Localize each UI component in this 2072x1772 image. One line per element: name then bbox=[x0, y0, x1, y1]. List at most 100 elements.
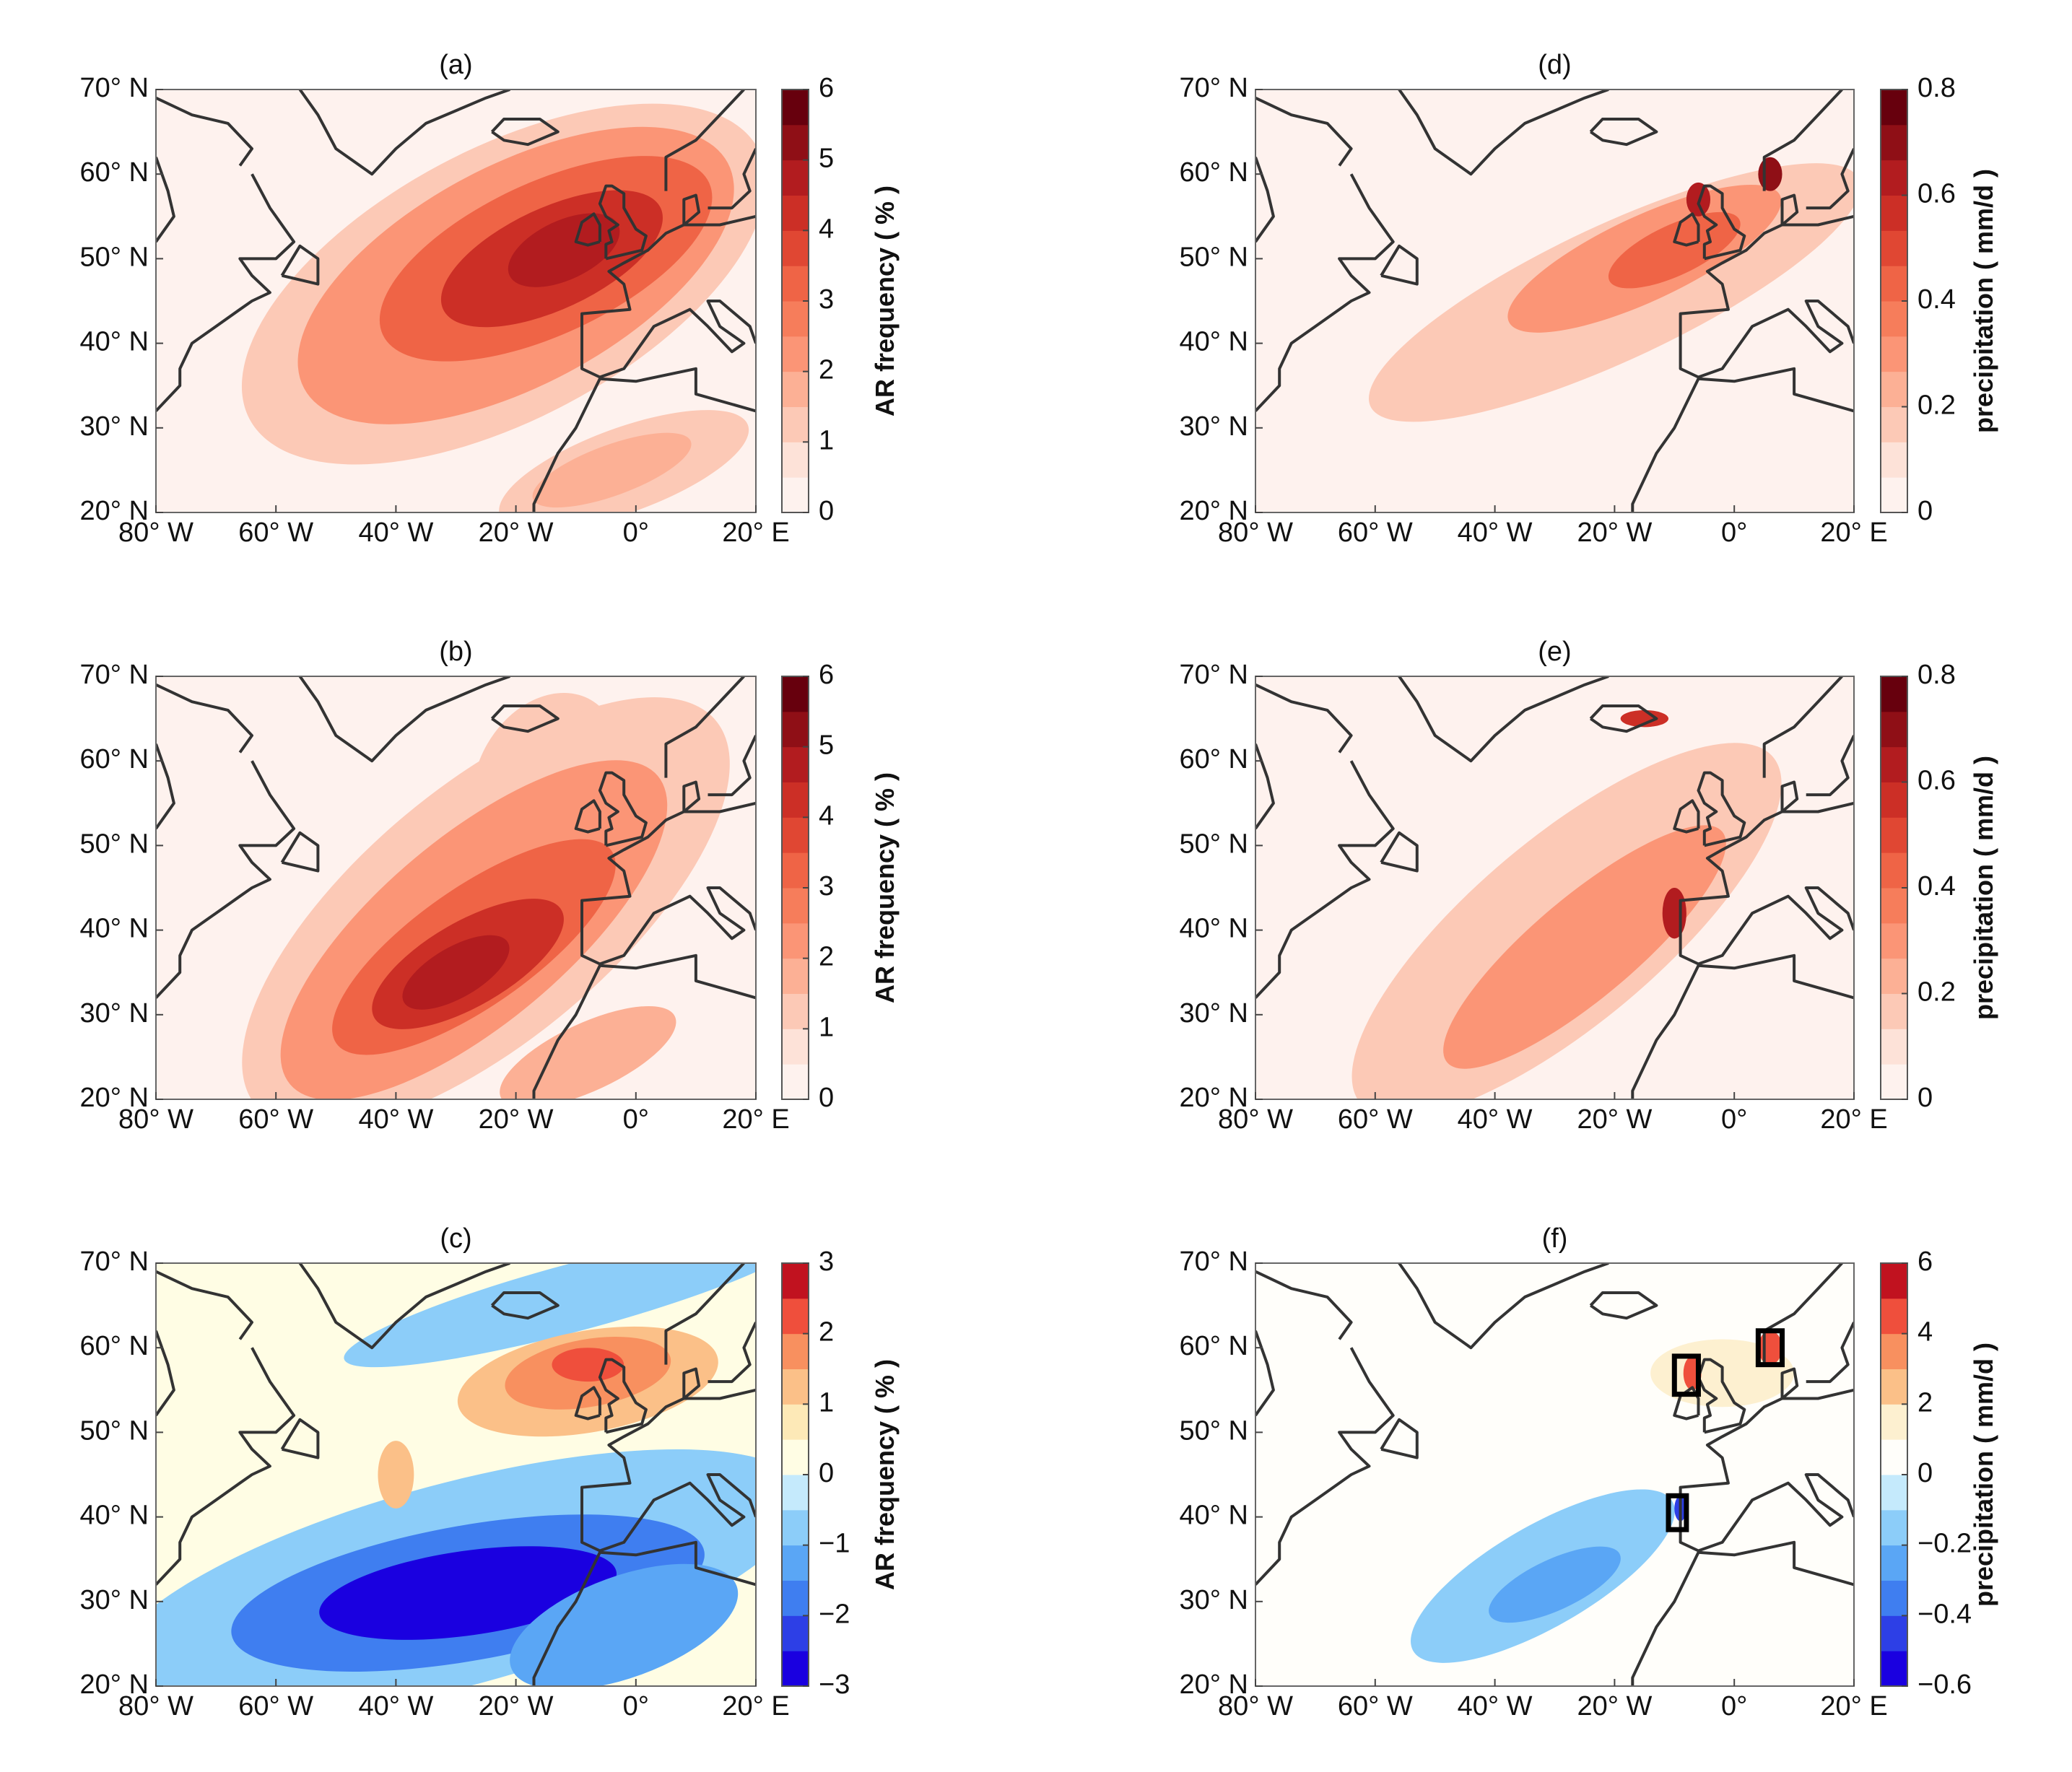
colorbar-level bbox=[782, 406, 809, 442]
y-tick-label: 50° N bbox=[80, 242, 149, 272]
map-frame bbox=[155, 676, 757, 1100]
colorbar-level bbox=[782, 852, 809, 889]
colorbar-level bbox=[782, 676, 809, 712]
y-tick-label: 40° N bbox=[1180, 914, 1248, 944]
colorbar-tick-label: 0.6 bbox=[1918, 179, 1956, 209]
x-tick-label: 0° bbox=[1721, 1691, 1747, 1721]
colorbar-tick-label: 0 bbox=[1918, 1083, 1933, 1113]
map-area bbox=[156, 676, 756, 1099]
coastline bbox=[1398, 676, 1609, 763]
colorbar-level bbox=[782, 1580, 809, 1616]
y-tick-label: 60° N bbox=[80, 744, 149, 774]
y-tick-label: 70° N bbox=[1180, 660, 1248, 690]
x-tick-label: 20° E bbox=[1820, 1104, 1887, 1135]
colorbar-tick-label: 5 bbox=[819, 144, 834, 174]
colorbar-tick-label: 1 bbox=[819, 1012, 834, 1042]
coastline bbox=[1255, 683, 1353, 754]
colorbar-level bbox=[1881, 371, 1907, 407]
colorbar-tick-label: −1 bbox=[819, 1529, 850, 1559]
colorbar-tick-label: −0.4 bbox=[1918, 1599, 1972, 1629]
coastline bbox=[1806, 148, 1854, 210]
y-tick-label: 30° N bbox=[80, 998, 149, 1029]
colorbar-level bbox=[782, 1509, 809, 1546]
coastline bbox=[1780, 780, 1854, 813]
coastline bbox=[1631, 367, 1854, 512]
colorbar-tick-label: 0 bbox=[819, 1083, 834, 1113]
x-tick-label: 80° W bbox=[1218, 1691, 1293, 1721]
coastline bbox=[1398, 90, 1609, 176]
coastline bbox=[1679, 1397, 1854, 1553]
colorbar-tick-label: 0.2 bbox=[1918, 977, 1956, 1008]
coastline bbox=[1762, 1263, 1843, 1365]
colorbar-tick-label: 6 bbox=[1918, 1247, 1933, 1277]
colorbar-level bbox=[782, 1369, 809, 1405]
y-tick-label: 30° N bbox=[1180, 1585, 1248, 1615]
coastline bbox=[574, 799, 601, 834]
coastline bbox=[1589, 704, 1658, 733]
colorbar-tick-label: 5 bbox=[819, 730, 834, 761]
y-tick-label: 20° N bbox=[1180, 496, 1248, 526]
coastline bbox=[1697, 1358, 1746, 1434]
coastline bbox=[1255, 173, 1395, 412]
y-tick-label: 70° N bbox=[1180, 1247, 1248, 1277]
map-panel: (b) 80° W 60° W 40° W 20° W 0° 20° E 20° N 30° N… bbox=[80, 637, 900, 1135]
coastline bbox=[156, 1347, 296, 1586]
colorbar-level bbox=[782, 1404, 809, 1440]
coastline bbox=[156, 96, 253, 167]
x-tick-label: 0° bbox=[1721, 518, 1747, 548]
colorbar-tick-label: 0 bbox=[1918, 496, 1933, 526]
colorbar-level bbox=[782, 888, 809, 924]
colorbar-tick-label: 0 bbox=[819, 496, 834, 526]
y-tick-label: 50° N bbox=[1180, 829, 1248, 859]
colorbar-level bbox=[782, 1029, 809, 1065]
x-tick-label: 80° W bbox=[118, 1691, 193, 1721]
colorbar-tick-label: 3 bbox=[819, 871, 834, 902]
colorbar-tick-label: −0.6 bbox=[1918, 1670, 1972, 1700]
x-tick-label: 0° bbox=[623, 518, 649, 548]
coastline bbox=[664, 1263, 745, 1365]
x-tick-label: 60° W bbox=[1338, 1104, 1413, 1135]
coastline bbox=[280, 244, 320, 286]
colorbar-level bbox=[1881, 993, 1907, 1029]
coastline bbox=[1589, 118, 1658, 147]
colorbar-level bbox=[1881, 817, 1907, 853]
colorbar-level bbox=[782, 958, 809, 994]
map-panel: (e) 80° W 60° W 40° W 20° W 0° 20° E 20° N 30° N… bbox=[1180, 637, 1998, 1135]
x-tick-label: 20° E bbox=[722, 1104, 789, 1135]
y-tick-label: 20° N bbox=[80, 496, 149, 526]
colorbar-level bbox=[1881, 782, 1907, 818]
coastline bbox=[598, 184, 648, 261]
y-tick-label: 50° N bbox=[80, 829, 149, 859]
x-tick-label: 80° W bbox=[1218, 1104, 1293, 1135]
colorbar-level bbox=[782, 90, 809, 126]
x-tick-label: 60° W bbox=[1338, 518, 1413, 548]
map-area bbox=[1255, 90, 1854, 512]
panel-title: (b) bbox=[439, 637, 472, 667]
y-tick-label: 30° N bbox=[1180, 998, 1248, 1029]
region-box bbox=[1666, 1493, 1689, 1532]
coastline bbox=[580, 1397, 756, 1553]
x-tick-label: 0° bbox=[623, 1104, 649, 1135]
x-tick-label: 20° W bbox=[479, 518, 554, 548]
x-tick-label: 40° W bbox=[1458, 1691, 1533, 1721]
x-tick-label: 20° E bbox=[1820, 518, 1887, 548]
coastline bbox=[280, 1418, 320, 1459]
map-area bbox=[1255, 1263, 1854, 1686]
colorbar-level bbox=[782, 301, 809, 337]
colorbar-level bbox=[782, 993, 809, 1029]
colorbar-level bbox=[1881, 711, 1907, 748]
colorbar-level bbox=[782, 442, 809, 478]
colorbar-tick-label: 0.4 bbox=[1918, 284, 1956, 315]
coastline bbox=[1806, 1322, 1854, 1384]
y-tick-label: 20° N bbox=[1180, 1083, 1248, 1113]
colorbar-level bbox=[782, 336, 809, 372]
colorbar-tick-label: 2 bbox=[1918, 1387, 1933, 1418]
map-frame bbox=[1255, 676, 1855, 1100]
y-tick-label: 40° N bbox=[80, 914, 149, 944]
y-tick-label: 70° N bbox=[80, 73, 149, 103]
field-contour bbox=[1443, 825, 1726, 1069]
colorbar-tick-label: 3 bbox=[819, 284, 834, 315]
y-tick-label: 40° N bbox=[80, 1501, 149, 1531]
colorbar-level bbox=[1881, 676, 1907, 712]
